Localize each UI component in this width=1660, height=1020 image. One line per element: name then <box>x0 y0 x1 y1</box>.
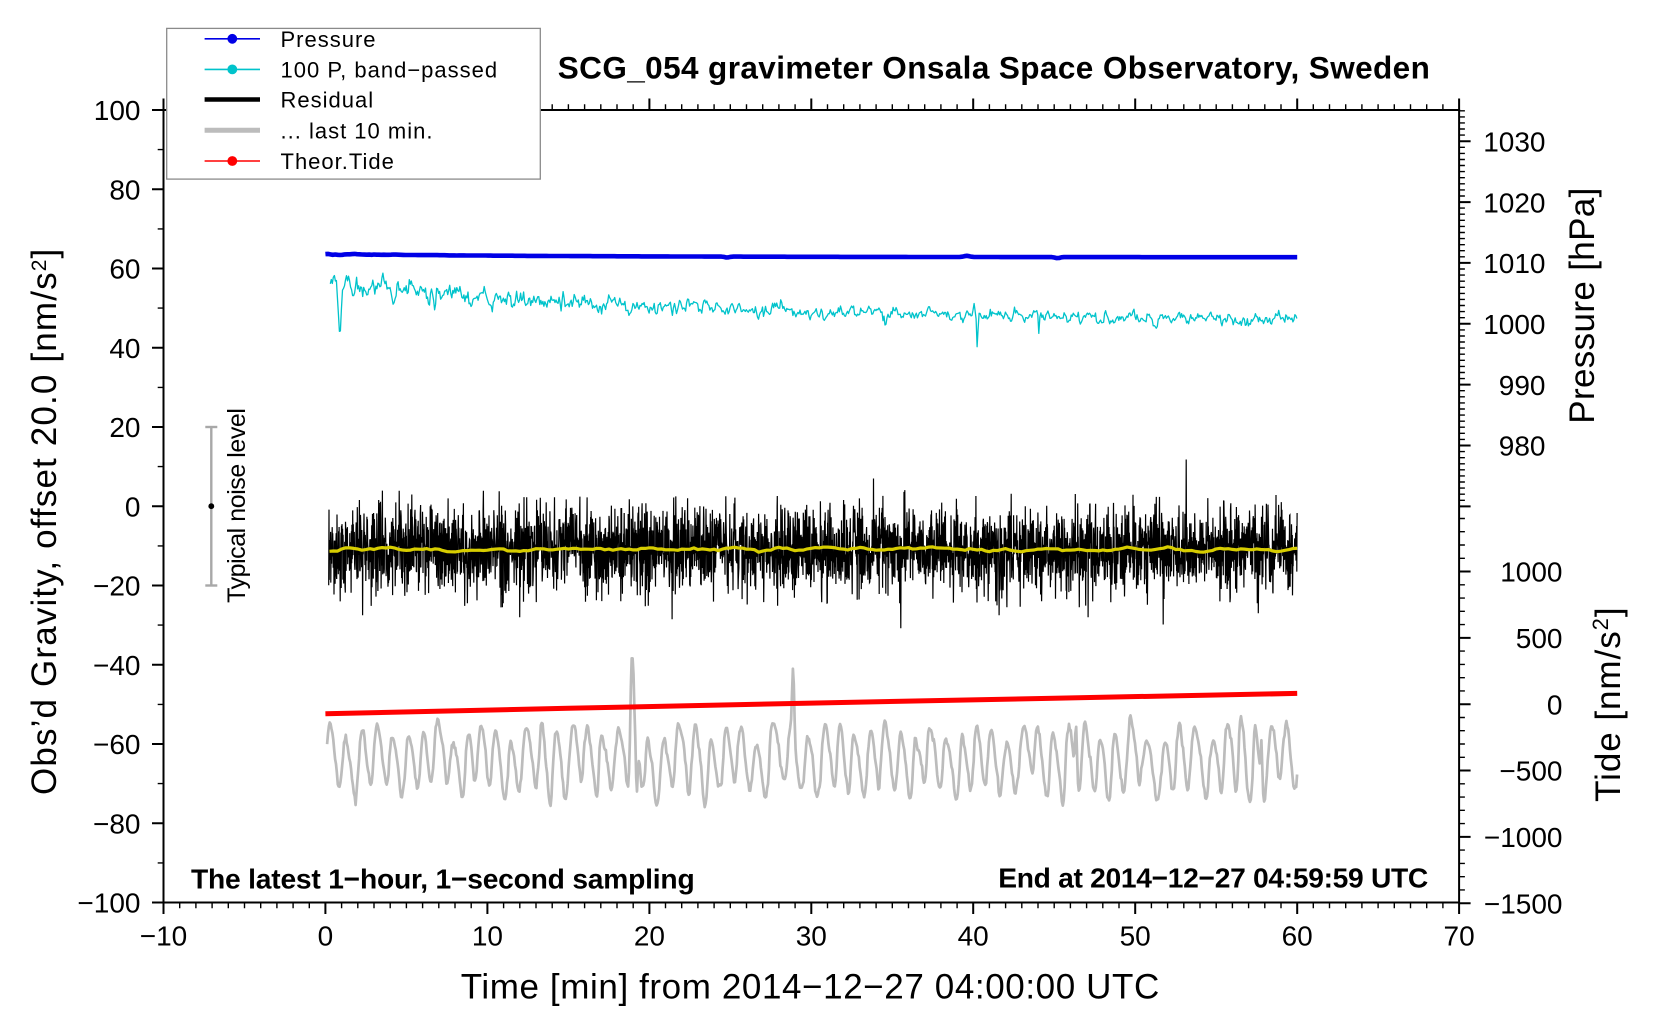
svg-text:40: 40 <box>958 921 989 952</box>
svg-text:990: 990 <box>1499 370 1546 401</box>
svg-text:100: 100 <box>94 95 141 126</box>
svg-text:0: 0 <box>1547 689 1563 720</box>
svg-text:1030: 1030 <box>1483 126 1545 157</box>
svg-text:60: 60 <box>109 254 140 285</box>
svg-text:−40: −40 <box>93 650 141 681</box>
svg-text:0: 0 <box>318 921 334 952</box>
svg-text:−100: −100 <box>77 888 140 919</box>
svg-text:30: 30 <box>796 921 827 952</box>
svg-text:500: 500 <box>1516 623 1563 654</box>
svg-text:70: 70 <box>1444 921 1475 952</box>
svg-text:The latest 1−hour, 1−second sa: The latest 1−hour, 1−second sampling <box>191 862 694 894</box>
svg-text:1020: 1020 <box>1483 187 1545 218</box>
svg-text:−500: −500 <box>1499 756 1562 787</box>
svg-text:−1500: −1500 <box>1484 888 1563 919</box>
svg-text:... last 10 min.: ... last 10 min. <box>281 118 434 143</box>
svg-text:40: 40 <box>109 333 140 364</box>
svg-text:50: 50 <box>1120 921 1151 952</box>
svg-text:0: 0 <box>125 492 141 523</box>
svg-text:1000: 1000 <box>1483 309 1545 340</box>
svg-text:SCG_054 gravimeter Onsala Spac: SCG_054 gravimeter Onsala Space Observat… <box>558 50 1430 86</box>
svg-text:Pressure: Pressure <box>281 27 377 52</box>
svg-text:10: 10 <box>472 921 503 952</box>
svg-text:20: 20 <box>109 412 140 443</box>
svg-text:−1000: −1000 <box>1484 822 1563 853</box>
svg-text:−20: −20 <box>93 571 141 602</box>
svg-text:980: 980 <box>1499 431 1546 462</box>
svg-text:1000: 1000 <box>1500 557 1562 588</box>
svg-text:Obs’d Gravity, offset 20.0 [nm: Obs’d Gravity, offset 20.0 [nm/s2] <box>25 248 64 795</box>
svg-text:End at 2014−12−27 04:59:59 UTC: End at 2014−12−27 04:59:59 UTC <box>998 862 1428 894</box>
svg-text:80: 80 <box>109 174 140 205</box>
svg-text:Theor.Tide: Theor.Tide <box>281 149 395 174</box>
svg-text:20: 20 <box>634 921 665 952</box>
svg-text:Time [min] from 2014−12−27 04:: Time [min] from 2014−12−27 04:00:00 UTC <box>461 967 1160 1006</box>
svg-text:1010: 1010 <box>1483 248 1545 279</box>
svg-text:100 P, band−passed: 100 P, band−passed <box>281 58 499 83</box>
svg-text:Pressure [hPa]: Pressure [hPa] <box>1563 187 1602 423</box>
svg-text:−10: −10 <box>140 921 188 952</box>
svg-text:60: 60 <box>1282 921 1313 952</box>
svg-text:Residual: Residual <box>281 88 375 113</box>
svg-text:Typical noise level: Typical noise level <box>223 409 251 603</box>
svg-text:Tide [nm/s2]: Tide [nm/s2] <box>1588 606 1628 801</box>
svg-text:−60: −60 <box>93 729 141 760</box>
svg-text:−80: −80 <box>93 809 141 840</box>
